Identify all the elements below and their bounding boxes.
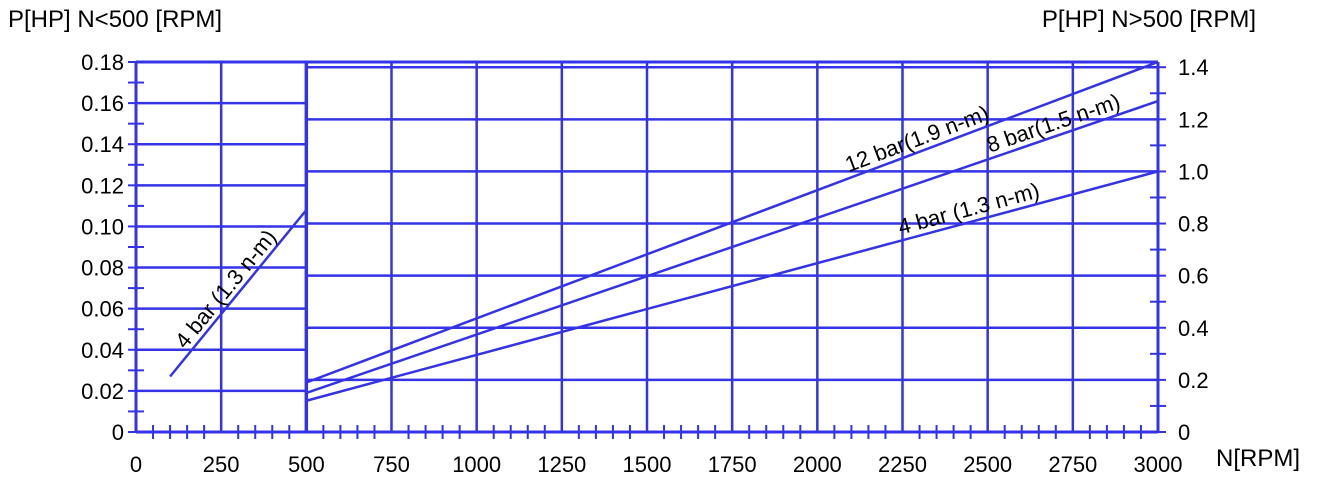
left-y-tick-label: 0.08 (81, 256, 124, 281)
right-y-tick-label: 0.6 (1178, 264, 1209, 289)
x-tick-label: 1250 (537, 452, 586, 477)
x-tick-label: 3000 (1134, 452, 1183, 477)
left-y-tick-label: 0.14 (81, 132, 124, 157)
right-y-tick-label: 0.8 (1178, 212, 1209, 237)
right-axis-title: P[HP] N>500 [RPM] (1041, 6, 1256, 33)
series-line (305, 99, 1159, 395)
x-axis-title: N[RPM] (1216, 445, 1300, 472)
series-line (305, 60, 1159, 384)
left-y-tick-label: 0.16 (81, 91, 124, 116)
right-y-tick-label: 1.2 (1178, 107, 1209, 132)
series-label: 4 bar (1.3 n-m) (170, 225, 281, 353)
left-y-tick-label: 0.18 (81, 50, 124, 75)
left-y-tick-label: 0.02 (81, 379, 124, 404)
right-y-tick-label: 0 (1178, 420, 1190, 445)
right-y-tick-label: 0.2 (1178, 368, 1209, 393)
x-tick-label: 1500 (623, 452, 672, 477)
x-tick-label: 0 (130, 452, 142, 477)
left-y-tick-label: 0.10 (81, 214, 124, 239)
left-y-tick-label: 0.12 (81, 173, 124, 198)
left-y-tick-label: 0 (112, 420, 124, 445)
x-tick-label: 1750 (708, 452, 757, 477)
left-y-tick-label: 0.04 (81, 338, 124, 363)
left-y-tick-label: 0.06 (81, 297, 124, 322)
series-line (306, 170, 1159, 402)
x-tick-label: 1000 (452, 452, 501, 477)
series-line (169, 209, 308, 378)
x-tick-label: 750 (373, 452, 410, 477)
x-tick-label: 2750 (1048, 452, 1097, 477)
right-y-tick-label: 1.0 (1178, 159, 1209, 184)
series-label: 8 bar(1.5 n-m) (983, 89, 1123, 158)
x-tick-label: 2500 (963, 452, 1012, 477)
x-tick-label: 2250 (878, 452, 927, 477)
right-y-tick-label: 1.4 (1178, 55, 1209, 80)
x-tick-label: 500 (288, 452, 325, 477)
right-y-tick-label: 0.4 (1178, 316, 1209, 341)
x-tick-label: 250 (203, 452, 240, 477)
left-axis-title: P[HP] N<500 [RPM] (8, 6, 223, 33)
x-tick-label: 2000 (793, 452, 842, 477)
